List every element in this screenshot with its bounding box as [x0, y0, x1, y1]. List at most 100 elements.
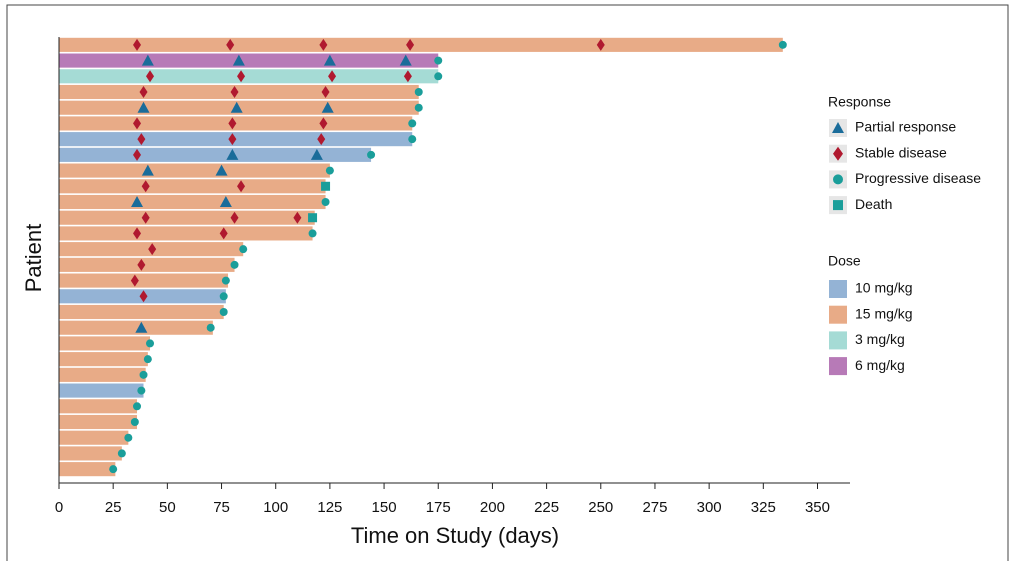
progressive-disease-marker	[434, 72, 443, 81]
stable-disease-marker	[133, 148, 142, 161]
stable-disease-marker	[146, 70, 155, 83]
progressive-disease-marker	[434, 56, 443, 65]
legend-marker	[833, 146, 843, 161]
stable-disease-marker	[141, 211, 150, 224]
bar	[59, 352, 148, 367]
partial-response-marker	[131, 196, 144, 207]
x-tick-label: 250	[588, 499, 613, 516]
bar	[59, 320, 213, 335]
partial-response-marker	[137, 101, 150, 113]
stable-disease-marker	[137, 133, 146, 146]
x-tick-label: 75	[213, 499, 230, 516]
progressive-disease-marker	[219, 308, 228, 316]
stable-disease-marker	[328, 70, 337, 83]
stable-disease-marker	[228, 133, 237, 146]
stable-disease-marker	[139, 86, 148, 98]
partial-response-marker	[232, 54, 245, 66]
x-tick-label: 225	[534, 499, 559, 516]
y-axis-title: Patient	[21, 224, 46, 293]
legend-label: Progressive disease	[855, 170, 981, 186]
legend-swatch	[829, 357, 847, 376]
progressive-disease-marker	[146, 339, 155, 348]
stable-disease-marker	[130, 274, 139, 287]
progressive-disease-marker	[325, 166, 334, 175]
bar	[59, 194, 326, 210]
bar	[59, 84, 419, 100]
progressive-disease-marker	[139, 370, 148, 379]
bar	[59, 304, 224, 320]
x-axis-title: Time on Study (days)	[351, 523, 559, 548]
partial-response-marker	[310, 148, 323, 160]
stable-disease-marker	[226, 38, 235, 51]
x-tick-label: 25	[105, 499, 122, 516]
legend-label: 3 mg/kg	[855, 331, 905, 347]
bar	[59, 414, 138, 430]
partial-response-marker	[219, 196, 232, 207]
progressive-disease-marker	[143, 355, 152, 364]
x-tick-label: 300	[697, 499, 722, 516]
stable-disease-marker	[321, 86, 330, 98]
stable-disease-marker	[403, 70, 412, 83]
legend-marker	[833, 200, 843, 211]
stable-disease-marker	[230, 86, 239, 98]
x-tick-label: 50	[159, 499, 176, 516]
bar	[59, 446, 122, 461]
stable-disease-marker	[596, 38, 605, 51]
legend-marker	[833, 174, 843, 185]
legend-label: Death	[855, 196, 892, 212]
legend-label: Partial response	[855, 119, 956, 135]
stable-disease-marker	[317, 133, 326, 146]
bar	[59, 163, 330, 178]
legend-swatch	[829, 280, 847, 298]
stable-disease-marker	[137, 258, 146, 271]
progressive-disease-marker	[133, 402, 142, 411]
stable-disease-marker	[228, 117, 237, 130]
progressive-disease-marker	[308, 229, 317, 238]
partial-response-marker	[323, 54, 336, 66]
bar	[59, 273, 229, 288]
x-tick-label: 125	[317, 499, 342, 516]
progressive-disease-marker	[239, 245, 248, 254]
stable-disease-marker	[237, 70, 246, 83]
bar	[59, 53, 439, 68]
partial-response-marker	[321, 101, 334, 113]
progressive-disease-marker	[367, 150, 376, 159]
progressive-disease-marker	[137, 386, 146, 395]
partial-response-marker	[141, 164, 154, 176]
legend-marker	[832, 122, 844, 133]
progressive-disease-marker	[408, 135, 417, 144]
legend-swatch	[829, 305, 847, 324]
x-tick-label: 0	[55, 499, 63, 516]
progressive-disease-marker	[109, 465, 118, 474]
progressive-disease-marker	[124, 433, 133, 442]
partial-response-marker	[230, 101, 243, 113]
bar	[59, 399, 138, 414]
stable-disease-marker	[219, 227, 228, 240]
bar	[59, 226, 313, 241]
legend-title: Response	[828, 94, 891, 110]
bar	[59, 383, 144, 398]
x-tick-label: 150	[372, 499, 397, 516]
legend-label: Stable disease	[855, 144, 947, 160]
bar	[59, 69, 439, 84]
stable-disease-marker	[293, 211, 302, 224]
bar	[59, 37, 783, 52]
x-tick-label: 275	[642, 499, 667, 516]
progressive-disease-marker	[117, 449, 126, 458]
bar	[59, 210, 315, 225]
progressive-disease-marker	[130, 418, 139, 426]
legend-label: 6 mg/kg	[855, 357, 905, 373]
x-tick-label: 100	[263, 499, 288, 516]
progressive-disease-marker	[221, 276, 230, 285]
bar	[59, 336, 151, 351]
stable-disease-marker	[133, 38, 142, 51]
legend-swatch	[829, 331, 847, 350]
stable-disease-marker	[139, 290, 148, 303]
stable-disease-marker	[319, 38, 328, 51]
legend-title: Dose	[828, 253, 861, 269]
stable-disease-marker	[237, 180, 246, 193]
partial-response-marker	[226, 148, 239, 160]
x-tick-label: 200	[480, 499, 505, 516]
partial-response-marker	[141, 54, 154, 66]
bar	[59, 179, 326, 194]
